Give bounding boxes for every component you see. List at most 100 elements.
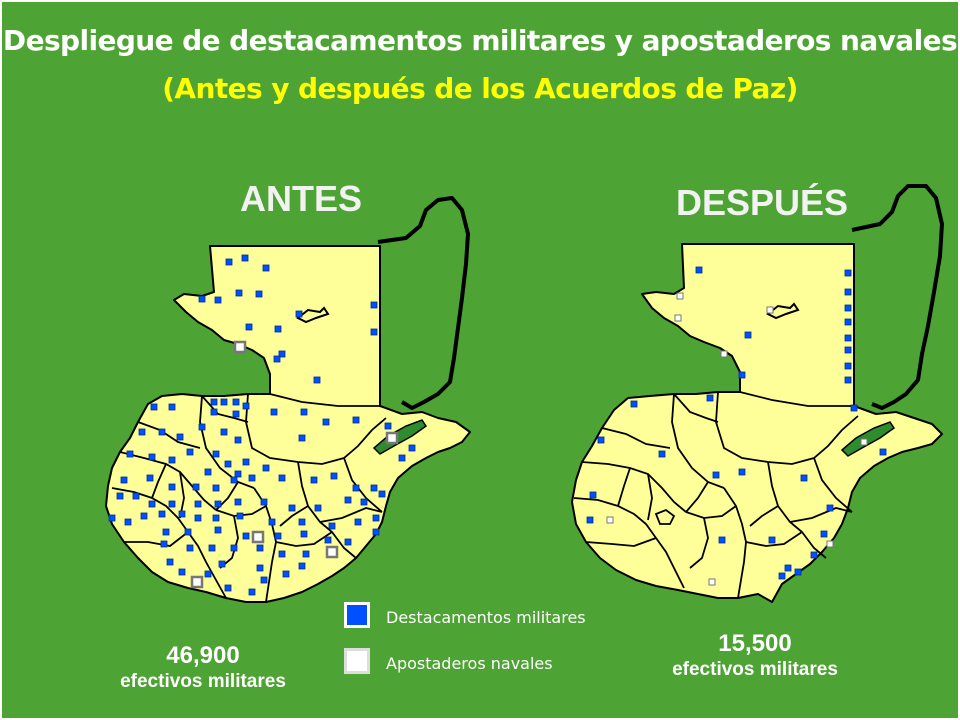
legend-military-label: Destacamentos militares [386, 608, 586, 627]
after-military-marker [800, 474, 808, 482]
before-military-marker [256, 544, 264, 552]
before-military-marker [270, 408, 278, 416]
before-military-marker [354, 518, 362, 526]
before-military-marker [314, 504, 322, 512]
before-military-marker [168, 483, 176, 491]
before-military-marker [204, 468, 212, 476]
before-military-marker [300, 530, 308, 538]
before-military-marker [298, 562, 306, 570]
legend-naval-swatch [344, 648, 370, 674]
after-naval-marker [826, 540, 834, 548]
before-military-marker [166, 558, 174, 566]
before-military-marker [204, 570, 212, 578]
after-military-marker [630, 400, 638, 408]
before-military-marker [178, 568, 186, 576]
before-military-marker [408, 444, 416, 452]
before-military-marker [372, 528, 380, 536]
after-military-marker [778, 572, 786, 580]
before-military-marker [242, 402, 250, 410]
before-military-marker [210, 398, 218, 406]
markers-before [108, 254, 416, 596]
after-military-marker [844, 288, 852, 296]
before-military-marker [313, 376, 321, 384]
after-military-marker [712, 471, 720, 479]
before-military-marker [186, 544, 194, 552]
after-military-marker [820, 530, 828, 538]
before-military-marker [212, 450, 220, 458]
before-military-marker [138, 428, 146, 436]
before-military-marker [224, 584, 232, 592]
before-military-marker [126, 450, 134, 458]
after-military-marker [844, 269, 852, 277]
before-military-marker [370, 328, 378, 336]
legend-naval-label: Apostaderos navales [386, 654, 553, 673]
before-military-marker [384, 422, 392, 430]
after-count-block: 15,500 efectivos militares [650, 630, 860, 682]
belize-border-after [851, 184, 944, 410]
after-military-marker [844, 318, 852, 326]
before-military-marker [132, 492, 140, 500]
before-military-marker [278, 550, 286, 558]
before-military-marker [302, 550, 310, 558]
before-military-marker [360, 498, 368, 506]
after-military-marker [844, 362, 852, 370]
before-military-marker [344, 496, 352, 504]
before-military-marker [176, 433, 184, 441]
belize-border-before [377, 196, 470, 410]
before-military-marker [148, 453, 156, 461]
before-military-marker [194, 514, 202, 522]
before-military-marker [120, 476, 128, 484]
after-military-marker [850, 404, 858, 412]
after-naval-marker [708, 578, 716, 586]
before-military-marker [225, 258, 233, 266]
guatemala-outline-after [571, 243, 943, 603]
guatemala-outline-before [105, 245, 471, 603]
after-military-marker [706, 394, 714, 402]
before-military-marker [260, 498, 268, 506]
before-military-marker [260, 576, 268, 584]
before-count-text: efectivos militares [120, 671, 286, 692]
slide-subtitle: (Antes y después de los Acuerdos de Paz) [162, 72, 798, 105]
before-military-marker [168, 500, 176, 508]
before-military-marker [324, 536, 332, 544]
before-military-marker [198, 423, 206, 431]
before-military-marker [146, 474, 154, 482]
before-military-marker [194, 500, 202, 508]
before-military-marker [278, 474, 286, 482]
after-naval-marker [676, 292, 684, 300]
before-military-marker [295, 310, 303, 318]
lake-peten-before [296, 306, 330, 324]
after-military-marker [784, 564, 792, 572]
before-military-marker [184, 528, 192, 536]
before-military-marker [330, 472, 338, 480]
before-naval-marker [233, 340, 247, 354]
before-military-marker [210, 408, 218, 416]
before-military-marker [378, 490, 386, 498]
before-military-marker [160, 540, 168, 548]
before-military-marker [214, 526, 222, 534]
before-military-marker [168, 456, 176, 464]
before-military-marker [150, 403, 158, 411]
before-military-marker [242, 532, 250, 540]
after-naval-marker [860, 438, 868, 446]
after-naval-marker [674, 314, 682, 322]
before-naval-marker [190, 575, 204, 589]
before-military-marker [274, 325, 282, 333]
before-military-marker [310, 476, 318, 484]
before-military-marker [242, 458, 250, 466]
before-military-marker [234, 470, 242, 478]
before-military-marker [241, 254, 249, 262]
before-military-marker [214, 296, 222, 304]
before-military-marker [192, 483, 200, 491]
before-military-marker [268, 518, 276, 526]
before-military-marker [398, 454, 406, 462]
after-military-marker [844, 346, 852, 354]
before-military-marker [300, 408, 308, 416]
after-military-marker [589, 491, 597, 499]
slide-title: Despliegue de destacamentos militares y … [2, 24, 958, 57]
before-military-marker [232, 410, 240, 418]
after-naval-marker [766, 306, 774, 314]
before-military-marker [344, 538, 352, 546]
